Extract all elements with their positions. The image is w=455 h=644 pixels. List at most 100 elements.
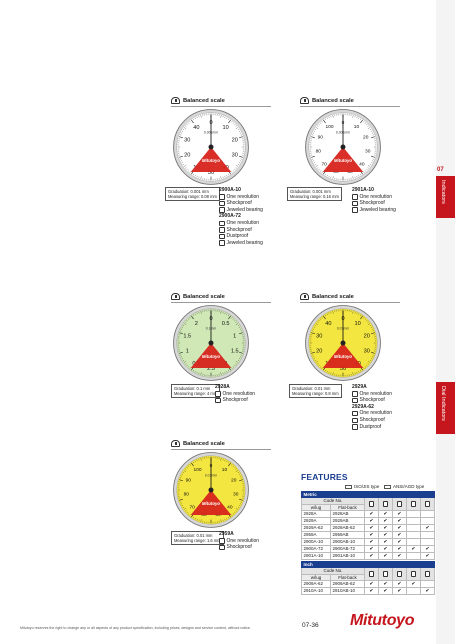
dial-tick <box>194 460 196 463</box>
check-mark: ✔ <box>364 530 379 539</box>
dial-tick <box>323 119 326 124</box>
dial-tick <box>179 158 182 160</box>
jeweled-bearing-icon <box>219 207 225 213</box>
dial-tick <box>181 162 184 164</box>
dial-tick <box>200 176 202 179</box>
dial-tick <box>318 364 320 367</box>
side-tab-indicators[interactable]: Indicators <box>436 176 455 218</box>
check-mark: ✔ <box>364 579 379 588</box>
dial-tick <box>352 115 354 118</box>
check-mark: ✔ <box>406 579 421 588</box>
dial-tick <box>314 360 317 362</box>
dial-tick <box>238 358 241 360</box>
dial-tick <box>319 318 322 320</box>
check-mark: ✔ <box>364 516 379 525</box>
dial-tick <box>185 363 187 365</box>
feature-label: Jeweled bearing <box>226 239 263 246</box>
block-title-2928a: Balanced scale <box>171 293 225 300</box>
dial-tick <box>183 164 187 167</box>
dial-tick-label: 100 <box>325 124 333 130</box>
block-title-text: Balanced scale <box>183 293 225 300</box>
balanced-scale-icon <box>171 440 180 447</box>
dial-tick <box>239 332 243 335</box>
dial-tick <box>240 477 243 479</box>
anti-magnetic-icon <box>419 567 436 581</box>
dial-tick <box>239 479 243 482</box>
dial-tick-label: 10 <box>223 125 229 131</box>
dial-tick <box>240 354 243 356</box>
code-flat: 2900AB-10 <box>330 537 365 546</box>
dial-tick <box>198 458 200 461</box>
shockproof-icon <box>219 227 225 233</box>
dial-tick <box>313 358 316 360</box>
dial-red-sector <box>190 343 232 368</box>
side-tab-dial-indicators[interactable]: Dial Indicators <box>436 382 455 434</box>
dial-tick <box>185 125 187 127</box>
mitutoyo-logo: Mitutoyo <box>350 612 415 629</box>
dial-tick <box>315 127 319 130</box>
dial-tick <box>371 160 374 162</box>
dial-tick <box>224 116 226 119</box>
dial-tick <box>232 366 235 368</box>
code-flat: 2900AB-72 <box>330 544 365 553</box>
dial-tick <box>356 312 358 315</box>
empty-cell <box>419 537 436 546</box>
feature-label: Jeweled bearing <box>359 206 396 213</box>
table-row: 2929A-62 2929AB-62 ✔ ✔ ✔ ✔ <box>301 523 436 532</box>
feature-label: One revolution <box>222 390 256 397</box>
dial-tick <box>189 317 191 319</box>
dial-tick <box>239 132 242 134</box>
dial-tick <box>181 505 184 507</box>
dial-tick <box>364 366 367 368</box>
dial-tick <box>326 174 328 177</box>
dial-tick <box>180 160 183 162</box>
dial-tick <box>224 518 226 521</box>
dial-tick-label: 20 <box>184 153 190 159</box>
dial-tick <box>196 116 198 119</box>
dial-tick <box>200 372 202 375</box>
table-row: 2901A-10 2901AB-10 ✔ ✔ ✔ ✔ <box>301 551 436 560</box>
dial-tick <box>239 351 243 354</box>
spec-range: Measuring range: 0.8 mm <box>292 390 339 396</box>
dial-tick <box>185 468 187 470</box>
dial-tick <box>360 119 363 124</box>
dial-tick <box>232 318 235 320</box>
empty-cell <box>419 509 436 518</box>
dial-tick <box>181 358 184 360</box>
spec-range: Measuring range: 4 mm <box>174 390 218 396</box>
dial-tick <box>182 507 185 509</box>
dial-tick <box>231 171 233 173</box>
dial-tick <box>192 516 194 519</box>
jeweled-bearing-icon <box>352 207 358 213</box>
dial-tick <box>192 118 194 121</box>
dial-tick <box>237 324 240 326</box>
dial-tick <box>366 364 368 367</box>
dial-tick <box>311 155 315 158</box>
dial-tick-label: 70 <box>189 504 195 510</box>
dial-tick <box>189 514 191 516</box>
dial-tick <box>354 311 356 314</box>
dial-tick <box>370 130 373 132</box>
dial-tick <box>183 127 187 130</box>
dial-tick <box>367 321 369 323</box>
dial-hub <box>340 144 346 150</box>
dial-tick <box>191 119 194 124</box>
dial-tick <box>179 155 183 158</box>
code-flat: 2959AB <box>330 530 365 539</box>
dial-tick <box>189 121 191 123</box>
code-flat: 2909AB-62 <box>330 579 365 588</box>
dial-tick-label: 50 <box>340 366 346 372</box>
dial-tick <box>312 132 315 134</box>
dial-tick <box>237 507 240 509</box>
dial-tick <box>222 311 224 314</box>
dial-tick <box>220 519 222 522</box>
dial-brand: Mitutoyo <box>334 158 352 163</box>
dial-tick-label: 20 <box>316 349 322 355</box>
dial-tick <box>235 470 239 473</box>
dial-tick <box>358 370 360 373</box>
one-revolution-icon <box>219 538 225 544</box>
dial-tick-label: 2.5 <box>207 366 215 372</box>
empty-cell <box>419 530 436 539</box>
dial-tick <box>321 317 323 319</box>
table-row: 2929A 2929AB ✔ ✔ ✔ <box>301 516 436 525</box>
